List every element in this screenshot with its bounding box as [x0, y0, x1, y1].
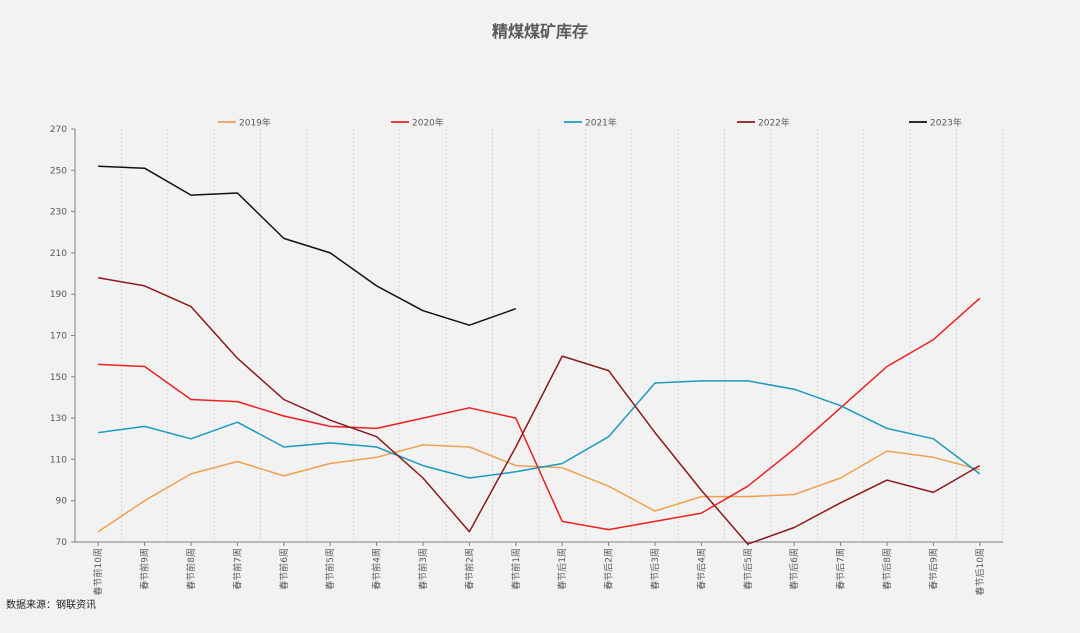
grid-lines	[121, 129, 1004, 542]
y-tick-label: 230	[50, 208, 67, 218]
x-tick-label: 春节前3周	[417, 548, 429, 590]
series-line-2023年	[98, 165, 517, 326]
x-tick-label: 春节前5周	[324, 548, 336, 590]
legend-label: 2022年	[758, 117, 790, 129]
x-tick-label: 春节后3周	[649, 548, 661, 590]
x-tick-label: 春节前10周	[92, 548, 104, 595]
series-line-2020年	[98, 297, 981, 531]
x-tick-label: 春节后2周	[603, 548, 615, 590]
x-tick-label: 春节前2周	[463, 548, 475, 590]
legend-label: 2020年	[412, 117, 444, 129]
y-axis-ticks: 70 90 110 130 150 170 190 210 230 250 270	[50, 125, 75, 548]
y-tick-label: 190	[50, 290, 67, 300]
y-tick-label: 250	[50, 166, 67, 176]
x-tick-label: 春节前1周	[510, 548, 522, 590]
x-tick-label: 春节后10周	[974, 548, 986, 595]
y-tick-label: 110	[50, 455, 67, 465]
legend-label: 2021年	[585, 117, 617, 129]
x-axis-ticks: 春节前10周 春节前9周 春节前8周 春节前7周 春节前6周 春节前5周 春节前4周 春节前3…	[92, 542, 986, 595]
x-tick-label: 春节前7周	[231, 548, 243, 590]
chart-title: 精煤煤矿库存	[491, 22, 588, 41]
x-tick-label: 春节后9周	[927, 548, 939, 590]
y-tick-label: 130	[50, 414, 67, 424]
x-tick-label: 春节后7周	[835, 548, 847, 590]
series-line-2022年	[98, 276, 981, 545]
legend-label: 2023年	[930, 117, 962, 129]
x-tick-label: 春节前4周	[371, 548, 383, 590]
x-tick-label: 春节前6周	[278, 548, 290, 590]
y-tick-label: 170	[50, 332, 67, 342]
x-tick-label: 春节前8周	[185, 548, 197, 590]
series-lines	[97, 165, 981, 545]
series-line-2019年	[97, 444, 980, 533]
x-tick-label: 春节后6周	[788, 548, 800, 590]
x-tick-label: 春节后4周	[695, 548, 707, 590]
x-tick-label: 春节后1周	[556, 548, 568, 590]
x-tick-label: 春节后5周	[742, 548, 754, 590]
y-tick-label: 270	[50, 125, 67, 135]
series-line-2021年	[98, 380, 981, 479]
x-tick-label: 春节后8周	[881, 548, 893, 590]
legend: 2019年 2020年 2021年 2022年 2023年	[218, 117, 962, 129]
source-note: 数据来源：钢联资讯	[6, 600, 96, 611]
x-tick-label: 春节前9周	[139, 548, 151, 590]
y-tick-label: 210	[50, 249, 67, 259]
y-tick-label: 90	[56, 497, 68, 507]
y-tick-label: 150	[50, 373, 67, 383]
legend-label: 2019年	[239, 117, 271, 129]
y-tick-label: 70	[56, 538, 68, 548]
